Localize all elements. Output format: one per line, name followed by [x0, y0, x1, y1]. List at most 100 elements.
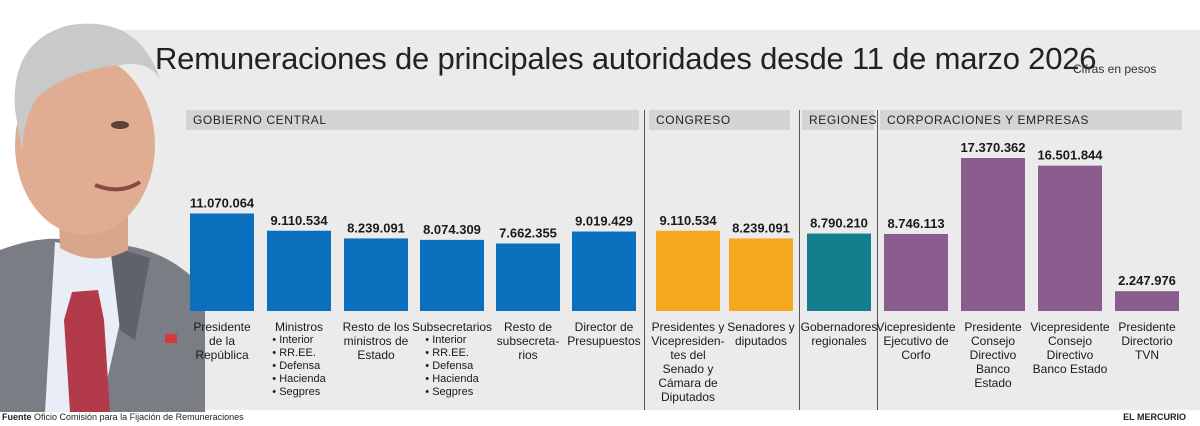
category-label-line: Ministros [274, 320, 323, 334]
category-label-line: Resto de [503, 320, 553, 334]
category-label-line: Presidente [193, 320, 251, 334]
bar-11 [1038, 165, 1102, 311]
category-label-line: Estado [974, 376, 1012, 390]
category-label-line: Presidente [964, 320, 1022, 334]
unit-note: Cifras en pesos [1073, 62, 1157, 76]
category-label-line: Director de [574, 320, 634, 334]
category-label-line: Resto de los [342, 320, 410, 334]
category-label-line: Estado [357, 348, 395, 362]
category-label: Presidente Consejo Directivo Banco Estado [953, 320, 1033, 390]
category-label: Presidente Directorio TVN [1107, 320, 1187, 362]
section-corporaciones-empresas: CORPORACIONES Y EMPRESAS [880, 110, 1182, 130]
category-sub-list: InteriorRR.EE.DefensaHaciendaSegpres [425, 334, 478, 399]
bar-0 [190, 213, 254, 311]
category-label: Gobernadores regionales [799, 320, 879, 348]
category-label-line: ministros de [343, 334, 409, 348]
bar-value-label: 8.074.309 [423, 222, 481, 237]
category-label: Presidentes y Vicepresiden-tes del Senado … [648, 320, 728, 404]
category-sub-list: InteriorRR.EE.DefensaHaciendaSegpres [272, 334, 325, 399]
bar-value-label: 8.239.091 [732, 220, 790, 235]
category-label-line: Subsecretarios [412, 320, 493, 334]
category-sub-item: Hacienda [425, 373, 478, 386]
category-label-line: Banco Estado [1032, 362, 1108, 376]
bar-value-label: 17.370.362 [960, 140, 1025, 155]
portrait-hair [14, 23, 160, 151]
bar-value-label: 16.501.844 [1037, 148, 1103, 163]
footer-brand: EL MERCURIO [1123, 412, 1186, 422]
category-sub-item: Interior [425, 334, 478, 347]
category-label-line: Vicepresiden- [651, 334, 725, 348]
category-label-line: República [195, 348, 249, 362]
portrait-mouth [94, 180, 142, 192]
bar-4 [496, 243, 560, 311]
section-regiones: REGIONES [802, 110, 877, 130]
bar-value-label: 9.110.534 [270, 213, 328, 228]
bar-1 [267, 230, 331, 311]
category-label: SubsecretariosInteriorRR.EE.DefensaHacie… [412, 320, 492, 399]
category-label-line: regionales [811, 334, 867, 348]
category-label: Vicepresidente Ejecutivo de Corfo [876, 320, 956, 362]
official-portrait [0, 23, 205, 412]
category-label-line: Directivo [969, 348, 1017, 362]
category-label-line: Gobernadores [800, 320, 878, 334]
bar-6 [656, 230, 720, 311]
bar-value-label: 11.070.064 [190, 195, 255, 210]
bar-value-label: 8.790.210 [810, 216, 868, 231]
category-label: Director de Presupuestos [564, 320, 644, 348]
bar-7 [729, 238, 793, 311]
section-gobierno-central: GOBIERNO CENTRAL [186, 110, 639, 130]
category-label: Vicepresidente Consejo Directivo Banco Esta… [1030, 320, 1110, 376]
category-label: Senadores y diputados [721, 320, 801, 348]
category-label-line: Vicepresidente [876, 320, 956, 334]
category-label-line: rios [518, 348, 538, 362]
bar-8 [807, 233, 871, 311]
category-label-line: Senado y [662, 362, 714, 376]
footer-source: Fuente Oficio Comisión para la Fijación … [2, 412, 244, 422]
category-label-line: tes del [670, 348, 706, 362]
category-sub-item: Segpres [425, 386, 478, 399]
portrait-eye [111, 121, 129, 129]
section-divider [877, 110, 878, 410]
category-label-line: Corfo [901, 348, 931, 362]
category-label-line: Banco [975, 362, 1011, 376]
category-label: Presidente de la República [182, 320, 262, 362]
category-label: Resto de subsecreta-rios [488, 320, 568, 362]
category-label-line: Directivo [1046, 348, 1094, 362]
section-divider [799, 110, 800, 410]
portrait-lapel [110, 246, 150, 340]
bar-2 [344, 238, 408, 311]
section-congreso: CONGRESO [649, 110, 790, 130]
category-label-line: de la [208, 334, 236, 348]
bar-value-label: 7.662.355 [499, 226, 557, 241]
category-sub-item: Interior [272, 334, 325, 347]
category-sub-item: Segpres [272, 386, 325, 399]
bar-value-label: 9.019.429 [575, 214, 633, 229]
category-label-line: Consejo [1047, 334, 1093, 348]
category-label-line: Presupuestos [567, 334, 641, 348]
portrait-pin [165, 334, 177, 343]
category-sub-item: Defensa [425, 360, 478, 373]
bar-value-label: 8.239.091 [347, 220, 405, 235]
category-label: MinistrosInteriorRR.EE.DefensaHaciendaSe… [259, 320, 339, 399]
portrait-tie [64, 290, 110, 412]
category-label-line: Presidente [1118, 320, 1176, 334]
category-label-line: Diputados [660, 390, 716, 404]
category-label-line: subsecreta- [496, 334, 560, 348]
category-label-line: diputados [734, 334, 788, 348]
category-sub-item: Hacienda [272, 373, 325, 386]
category-label-line: Ejecutivo de [883, 334, 949, 348]
category-sub-item: RR.EE. [272, 347, 325, 360]
chart-title: Remuneraciones de principales autoridade… [155, 41, 1097, 76]
category-label-line: Cámara de [658, 376, 718, 390]
bar-9 [884, 233, 948, 311]
category-sub-item: Defensa [272, 360, 325, 373]
category-label-line: Consejo [970, 334, 1016, 348]
bar-10 [961, 158, 1025, 311]
category-label-line: Vicepresidente [1030, 320, 1110, 334]
section-divider [644, 110, 645, 410]
bar-value-label: 9.110.534 [659, 213, 717, 228]
category-sub-item: RR.EE. [425, 347, 478, 360]
category-label-line: Presidentes y [651, 320, 725, 334]
bar-5 [572, 231, 636, 311]
